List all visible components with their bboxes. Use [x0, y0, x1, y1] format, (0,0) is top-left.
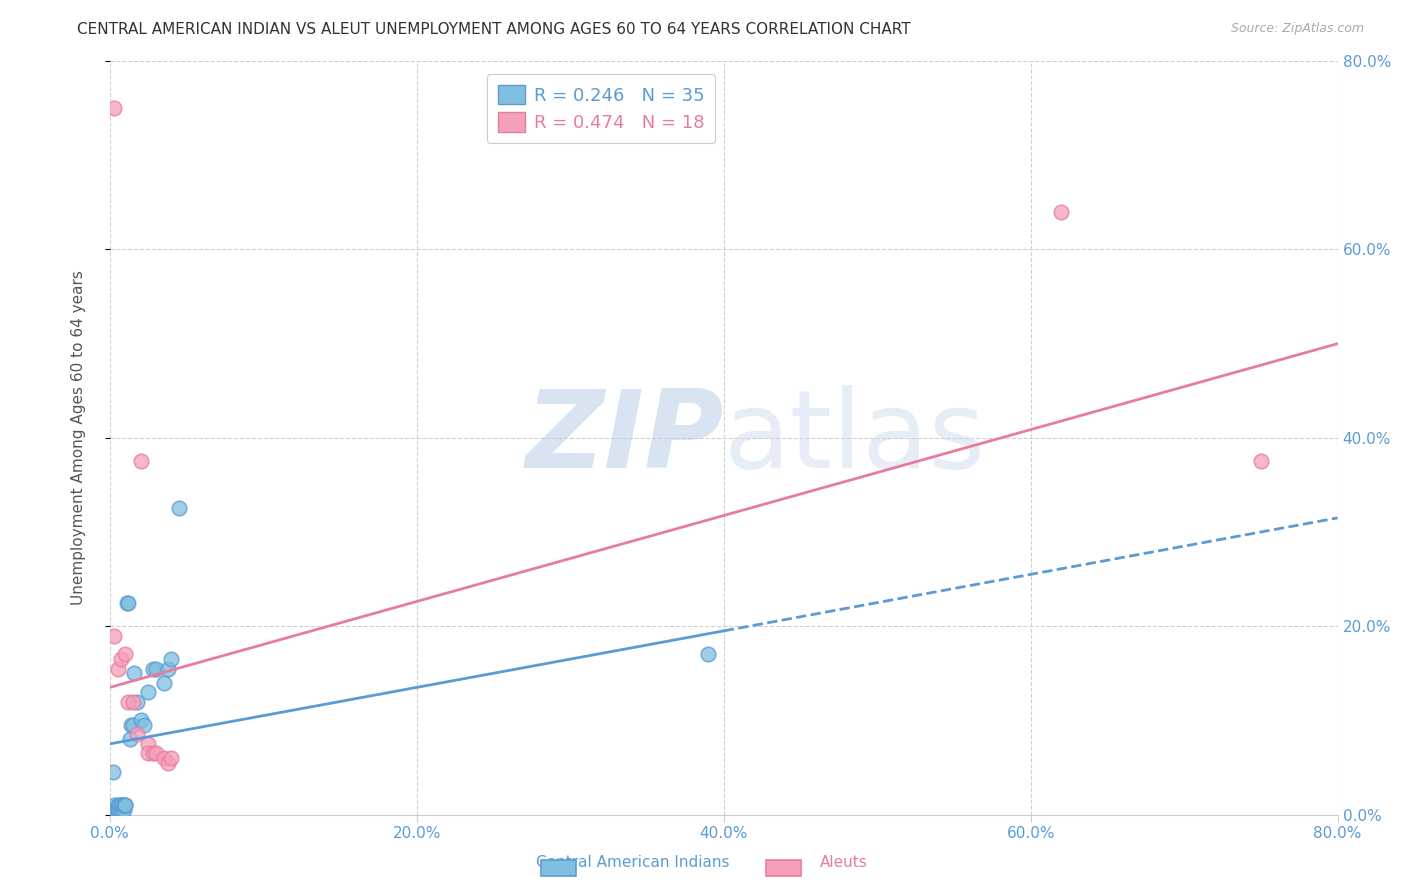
Text: Aleuts: Aleuts — [820, 855, 868, 870]
Point — [160, 751, 183, 765]
Point — [152, 675, 174, 690]
Point — [107, 803, 129, 817]
Point — [103, 798, 125, 813]
Point — [157, 756, 180, 770]
Point — [1050, 204, 1073, 219]
Point — [112, 798, 135, 813]
Point — [160, 652, 183, 666]
Point — [114, 798, 136, 813]
Point — [129, 454, 152, 468]
Point — [1250, 454, 1272, 468]
Point — [114, 648, 136, 662]
Point — [127, 727, 149, 741]
Point — [136, 737, 159, 751]
Text: CENTRAL AMERICAN INDIAN VS ALEUT UNEMPLOYMENT AMONG AGES 60 TO 64 YEARS CORRELAT: CENTRAL AMERICAN INDIAN VS ALEUT UNEMPLO… — [77, 22, 911, 37]
Point — [107, 661, 129, 675]
Point — [142, 747, 165, 761]
Point — [103, 803, 125, 817]
Point — [124, 666, 146, 681]
Text: ZIP: ZIP — [526, 384, 724, 491]
Point — [127, 694, 149, 708]
Point — [110, 652, 132, 666]
Point — [115, 596, 138, 610]
Point — [145, 661, 167, 675]
Point — [145, 747, 167, 761]
Point — [110, 798, 132, 813]
Point — [101, 765, 124, 780]
Y-axis label: Unemployment Among Ages 60 to 64 years: Unemployment Among Ages 60 to 64 years — [72, 270, 86, 606]
Legend: R = 0.246   N = 35, R = 0.474   N = 18: R = 0.246 N = 35, R = 0.474 N = 18 — [486, 74, 716, 143]
Point — [120, 718, 142, 732]
Point — [117, 694, 139, 708]
Point — [118, 732, 141, 747]
Text: atlas: atlas — [724, 384, 986, 491]
Text: Source: ZipAtlas.com: Source: ZipAtlas.com — [1230, 22, 1364, 36]
Point — [103, 629, 125, 643]
Point — [132, 718, 155, 732]
Point — [107, 798, 129, 813]
Point — [104, 803, 127, 817]
Point — [111, 798, 134, 813]
Point — [108, 803, 131, 817]
Point — [108, 798, 131, 813]
Point — [104, 803, 127, 817]
Point — [110, 803, 132, 817]
Text: Central American Indians: Central American Indians — [536, 855, 730, 870]
Point — [157, 661, 180, 675]
Point — [697, 648, 720, 662]
Point — [111, 803, 134, 817]
Point — [101, 803, 124, 817]
Point — [114, 798, 136, 813]
Point — [129, 714, 152, 728]
Point — [112, 803, 135, 817]
Point — [152, 751, 174, 765]
Point — [136, 747, 159, 761]
Point — [122, 694, 145, 708]
Point — [117, 596, 139, 610]
Point — [142, 661, 165, 675]
Point — [122, 718, 145, 732]
Point — [136, 685, 159, 699]
Point — [103, 101, 125, 115]
Point — [167, 501, 190, 516]
